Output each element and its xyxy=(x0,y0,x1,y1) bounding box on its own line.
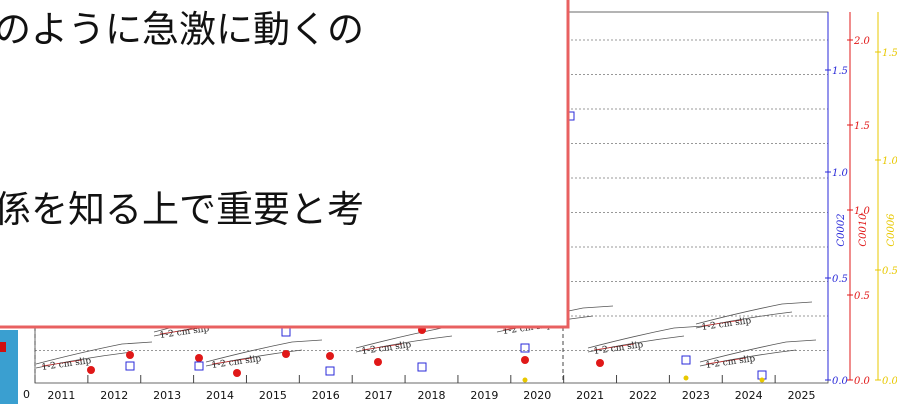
slip-label: 1-2 cm slip xyxy=(701,316,752,333)
red-dot xyxy=(326,352,334,360)
axis-tick-label: 1.0 xyxy=(882,156,897,167)
red-dot xyxy=(87,366,95,374)
axis-tick-label: 0.0 xyxy=(882,376,897,387)
slip-arrow xyxy=(593,343,635,351)
x-tick-label: 2020 xyxy=(523,389,551,402)
x-tick-label: 2014 xyxy=(206,389,234,402)
left-image-strip xyxy=(0,330,18,404)
slip-label: 1-2 cm slip xyxy=(593,340,644,357)
x-tick-label: 2024 xyxy=(735,389,763,402)
slip-label: 1-2 cm slip xyxy=(211,354,262,371)
popup-text: のように急激に動くの xyxy=(0,8,364,51)
axis-tick-label: 0.5 xyxy=(832,274,848,285)
blue-square xyxy=(417,362,427,372)
axis-tick-label: 1.0 xyxy=(854,206,871,217)
red-dot xyxy=(282,350,290,358)
yellow-dot xyxy=(759,377,765,383)
axis-tick-label: 0.5 xyxy=(854,291,870,302)
blue-square xyxy=(125,361,135,371)
axis-title: C0010 xyxy=(858,213,869,247)
axis-title: C0002 xyxy=(836,213,847,246)
blue-square xyxy=(520,343,530,353)
x-tick-label: 2025 xyxy=(788,389,816,402)
blue-square xyxy=(325,366,335,376)
x-tick-label: 2015 xyxy=(259,389,287,402)
axis-tick-label: 0.5 xyxy=(882,266,897,277)
yellow-dot xyxy=(683,375,689,381)
red-dot xyxy=(195,354,203,362)
blue-square xyxy=(681,355,691,365)
x-tick-label: 2021 xyxy=(576,389,604,402)
x-tick-label: 2013 xyxy=(153,389,181,402)
slip-arrow xyxy=(701,319,743,327)
popup-text: 係を知る上で重要と考 xyxy=(0,188,364,231)
yellow-dot xyxy=(522,377,528,383)
slip-arrow xyxy=(705,357,747,365)
slip-label: 1-2 cm slip xyxy=(705,354,756,371)
fault-sketch xyxy=(699,339,817,367)
red-dot xyxy=(126,351,134,359)
slip-arrow xyxy=(41,359,83,367)
red-dot xyxy=(374,358,382,366)
fault-sketch xyxy=(35,341,153,369)
slip-arrow xyxy=(361,343,403,351)
x-tick-label: 2022 xyxy=(629,389,657,402)
x-tick-label: 2016 xyxy=(312,389,340,402)
axis-tick-label: 1.0 xyxy=(832,168,849,179)
axis-tick-label: 2.0 xyxy=(853,36,871,47)
slip-arrow xyxy=(211,357,253,365)
red-dot xyxy=(233,369,241,377)
blue-square xyxy=(194,361,204,371)
x-tick-label: 2023 xyxy=(682,389,710,402)
x-tick-label: 2012 xyxy=(100,389,128,402)
fault-sketch xyxy=(205,339,323,367)
x-tick-label: 2011 xyxy=(47,389,75,402)
y-left-label: 0 xyxy=(23,388,30,401)
axis-tick-label: 0.0 xyxy=(854,376,871,387)
slip-label: 1-2 cm slip xyxy=(361,340,412,357)
axis-tick-label: 1.5 xyxy=(882,48,897,59)
slip-label: 1-2 cm slip xyxy=(41,356,92,373)
fault-sketch xyxy=(695,301,813,329)
fault-sketch xyxy=(587,325,705,353)
x-tick-label: 2017 xyxy=(365,389,393,402)
x-tick-label: 2018 xyxy=(418,389,446,402)
x-tick-label: 2019 xyxy=(470,389,498,402)
slip-arrow xyxy=(159,327,201,335)
popup-box xyxy=(0,0,570,329)
axis-tick-label: 0.0 xyxy=(832,376,849,387)
axis-tick-label: 1.5 xyxy=(832,66,848,77)
red-dot xyxy=(521,356,529,364)
axis-title: C0006 xyxy=(886,213,897,247)
axis-tick-label: 1.5 xyxy=(854,121,870,132)
blue-square xyxy=(281,327,291,337)
red-dot xyxy=(596,359,604,367)
left-marker xyxy=(0,342,6,352)
